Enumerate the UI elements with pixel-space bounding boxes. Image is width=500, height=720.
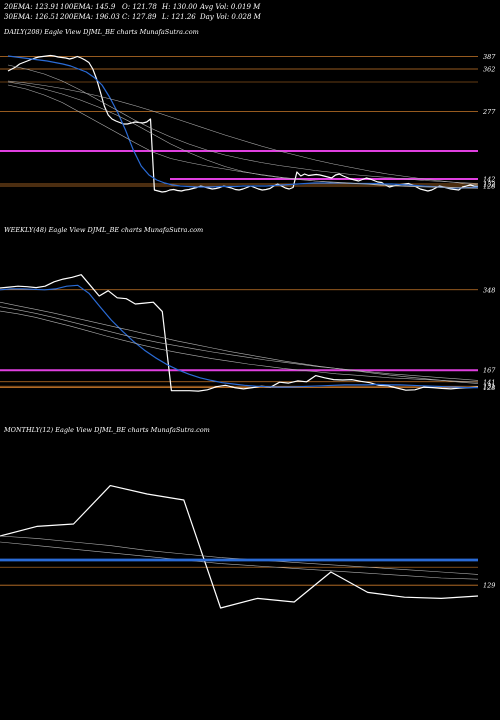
high-label: H: 130.00 xyxy=(162,3,198,11)
open-label: O: 121.78 xyxy=(122,3,157,11)
series-line xyxy=(7,84,479,189)
level-label: 128 xyxy=(483,384,495,392)
level-label: 387 xyxy=(483,53,496,61)
monthly-panel-title: MONTHLY(12) Eagle View DJML_BE charts Mu… xyxy=(4,426,210,434)
level-label: 348 xyxy=(483,286,495,294)
level-label: 362 xyxy=(483,66,495,74)
series-line xyxy=(7,55,479,189)
ema200-label: 200EMA: 196.03 xyxy=(60,13,120,21)
series-line xyxy=(7,80,479,186)
level-label: 129 xyxy=(483,582,495,590)
series-line xyxy=(0,485,479,609)
low-label: L: 121.26 xyxy=(162,13,196,21)
series-line xyxy=(0,535,479,575)
series-line xyxy=(0,306,479,381)
level-label: 141 xyxy=(483,378,495,386)
series-line xyxy=(0,541,479,580)
series-line xyxy=(0,301,479,384)
ema30-label: 30EMA: 126.51 xyxy=(4,13,60,21)
level-label: 128 xyxy=(483,183,495,191)
day-vol-label: Day Vol: 0.028 M xyxy=(200,13,261,21)
level-label: 167 xyxy=(483,367,496,375)
ema20-label: 20EMA: 123.91 xyxy=(4,3,60,11)
series-line xyxy=(7,81,479,189)
level-label: 142 xyxy=(483,176,495,184)
level-label: 132 xyxy=(483,181,495,189)
level-label: 131 xyxy=(483,383,495,391)
daily-panel-title: DAILY(208) Eagle View DJML_BE charts Mun… xyxy=(4,28,199,36)
series-line xyxy=(0,310,479,383)
series-line xyxy=(7,64,479,184)
weekly-panel-title: WEEKLY(48) Eagle View DJML_BE charts Mun… xyxy=(4,226,204,234)
level-label: 277 xyxy=(482,108,496,116)
ema100-label: 100EMA: 145.9 xyxy=(60,3,116,11)
chart-panel-2: 129 xyxy=(0,485,495,609)
series-line xyxy=(0,284,478,389)
avg-vol-label: Avg Vol: 0.019 M xyxy=(200,3,261,11)
series-line xyxy=(0,274,479,392)
close-label: C: 127.89 xyxy=(122,13,157,21)
